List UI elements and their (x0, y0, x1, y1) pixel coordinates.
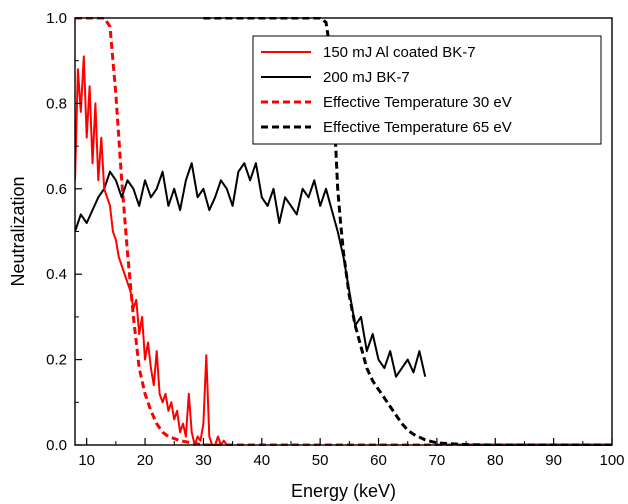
x-axis: 10 20 30 40 50 60 70 80 90 100 (78, 438, 625, 469)
y-axis-title: Neutralization (8, 176, 28, 286)
y-tick-label: 0.0 (46, 437, 67, 454)
x-tick-label: 60 (370, 452, 387, 469)
legend-label-0: 150 mJ Al coated BK-7 (323, 44, 476, 61)
x-tick-label: 90 (545, 452, 562, 469)
y-tick-label: 1.0 (46, 10, 67, 27)
x-tick-label: 80 (487, 452, 504, 469)
x-tick-label: 50 (312, 452, 329, 469)
x-tick-label: 20 (137, 452, 154, 469)
x-axis-title: Energy (keV) (291, 481, 396, 501)
x-tick-label: 70 (429, 452, 446, 469)
y-tick-label: 0.2 (46, 352, 67, 369)
series-line-1 (75, 162, 427, 378)
y-axis: 0.0 0.2 0.4 0.6 0.8 1.0 (46, 10, 82, 454)
legend-label-2: Effective Temperature 30 eV (323, 94, 512, 111)
series-line-2 (75, 17, 612, 446)
x-tick-label: 10 (78, 452, 95, 469)
x-tick-label: 40 (253, 452, 270, 469)
legend-label-3: Effective Temperature 65 eV (323, 119, 512, 136)
x-tick-label: 100 (599, 452, 624, 469)
legend: 150 mJ Al coated BK-7 200 mJ BK-7 Effectiv… (252, 35, 602, 145)
x-tick-label: 30 (195, 452, 212, 469)
legend-label-1: 200 mJ BK-7 (323, 69, 410, 86)
y-tick-label: 0.4 (46, 266, 67, 283)
y-tick-label: 0.8 (46, 95, 67, 112)
y-tick-label: 0.6 (46, 181, 67, 198)
series-line-0 (75, 55, 228, 446)
